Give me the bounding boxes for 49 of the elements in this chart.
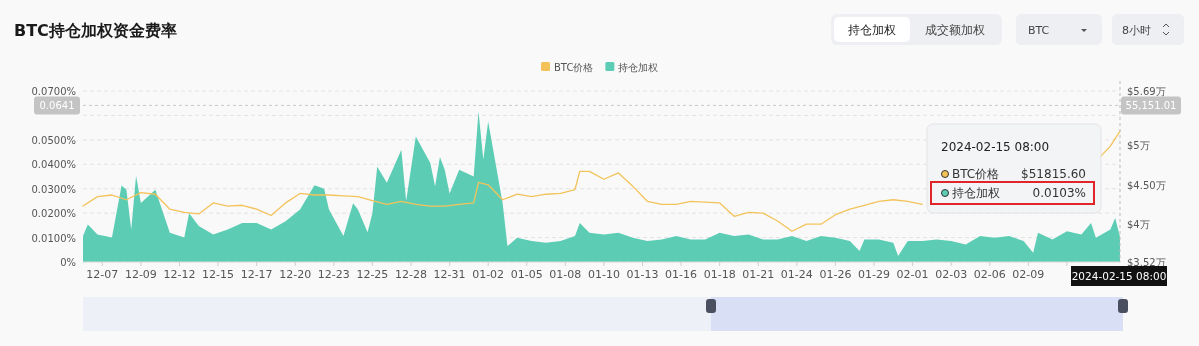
pointer-label: 55,151.01 — [1121, 96, 1181, 115]
y-tick-label: 0.0400% — [31, 159, 76, 171]
annotation: $51815.60 — [1021, 167, 1086, 181]
x-tick-label: 01-16 — [665, 268, 698, 281]
x-tick-label: 12-25 — [356, 268, 389, 281]
y2-tick-label: $5万 — [1127, 140, 1150, 152]
x-tick-label: 01-18 — [703, 268, 736, 281]
annotation: 0.0103% — [1032, 186, 1086, 200]
x-tick-label: 12-23 — [317, 268, 350, 281]
y2-tick-label: $4.50万 — [1127, 179, 1166, 191]
controls: 持仓加权 成交额加权 BTC 8小时 — [831, 14, 1184, 45]
x-tick-label: 01-13 — [626, 268, 659, 281]
legend-label: 持仓加权 — [618, 61, 659, 73]
ref-line: 0.0641 — [34, 96, 1121, 115]
x-tick-label: 01-02 — [472, 268, 505, 281]
x-tick-label: 01-24 — [780, 268, 813, 281]
y-tick-label: 0.0300% — [31, 183, 76, 195]
x-tick-label: 01-26 — [819, 268, 852, 281]
annotation: 持仓加权 — [952, 186, 1000, 200]
y-tick-label: 0.0500% — [31, 134, 76, 146]
y2-tick-label: $4万 — [1127, 219, 1150, 231]
legend-label: BTC价格 — [554, 61, 594, 73]
y2-tick-label: $5.69万 — [1127, 86, 1166, 97]
annotation: BTC价格 — [952, 167, 1000, 181]
x-tick-label: 12-12 — [163, 268, 196, 281]
x-tick-label: 01-29 — [858, 268, 890, 281]
x-tick-label: 02-06 — [973, 268, 1006, 281]
x-tick-label: 01-10 — [587, 268, 620, 281]
x-tick-label: 12-07 — [86, 268, 119, 281]
x-tick-label: 12-28 — [395, 268, 427, 281]
x-tick-label: 12-09 — [124, 268, 157, 281]
x-tick-label: 02-03 — [935, 268, 968, 281]
x-tick-label: 02-01 — [896, 268, 929, 281]
x-tick-label: 12-17 — [240, 268, 273, 281]
x-tick-label: 01-05 — [510, 268, 543, 281]
annotation: 2024-02-15 08:00 — [941, 140, 1050, 154]
x-tick-label: 12-15 — [202, 268, 235, 281]
x-tick-label: 12-31 — [433, 268, 466, 281]
ref-line-label: 2024-02-15 08:00 — [1071, 270, 1167, 282]
y-tick-label: 0% — [60, 257, 76, 268]
x-tick-label: 01-08 — [549, 268, 582, 281]
x-tick-label: 02-09 — [1012, 268, 1045, 281]
ref-line-label: 0.0641 — [39, 100, 75, 112]
x-tick-label: 01-21 — [742, 268, 775, 281]
y-tick-label: 0.0200% — [31, 208, 76, 220]
chart-title: BTC持仓加权资金费率 — [14, 21, 177, 40]
y-tick-label: 0.0100% — [31, 232, 76, 244]
y-tick-label: 0.0700% — [31, 86, 76, 97]
x-tick-label: 12-20 — [279, 268, 312, 281]
